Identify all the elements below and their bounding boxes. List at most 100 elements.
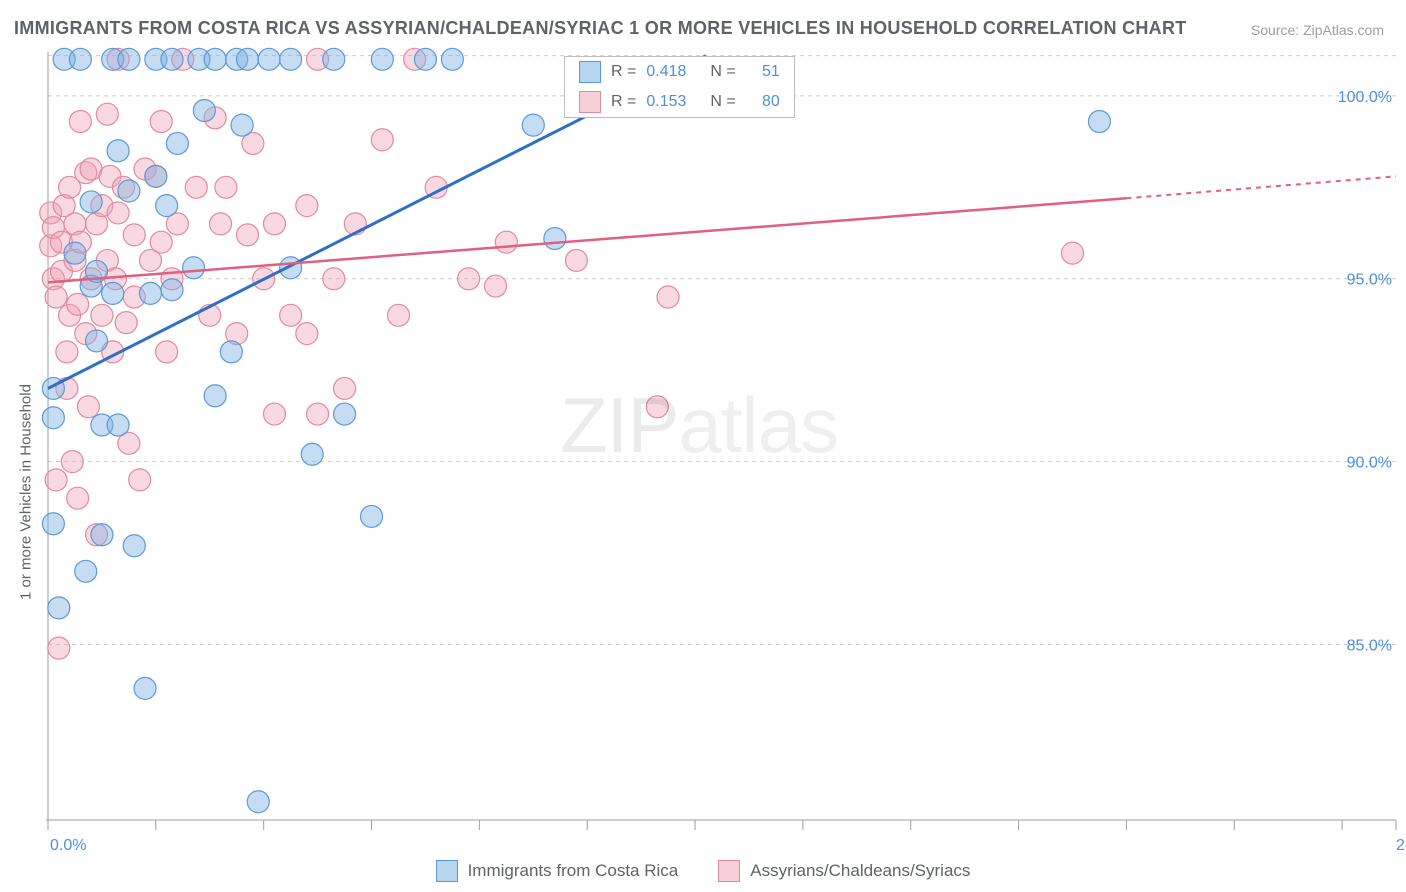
data-point-pink <box>91 304 113 326</box>
data-point-blue <box>323 48 345 70</box>
data-point-blue <box>280 48 302 70</box>
data-point-pink <box>61 451 83 473</box>
chart-area: 1 or more Vehicles in Household 0.0%25.0… <box>0 0 1406 892</box>
stat-r-label: R = <box>611 63 636 81</box>
data-point-blue <box>441 48 463 70</box>
data-point-blue <box>48 597 70 619</box>
legend-item: Immigrants from Costa Rica <box>436 860 679 882</box>
data-point-blue <box>118 180 140 202</box>
data-point-blue <box>204 385 226 407</box>
data-point-pink <box>334 377 356 399</box>
data-point-pink <box>67 487 89 509</box>
data-point-blue <box>247 791 269 813</box>
data-point-pink <box>45 286 67 308</box>
data-point-pink <box>1061 242 1083 264</box>
legend-swatch-pink <box>718 860 740 882</box>
data-point-blue <box>166 132 188 154</box>
stat-r-value: 0.153 <box>646 93 686 111</box>
data-point-blue <box>183 257 205 279</box>
data-point-blue <box>204 48 226 70</box>
y-tick-label: 95.0% <box>1347 272 1392 289</box>
stat-r-value: 0.418 <box>646 63 686 81</box>
data-point-blue <box>134 677 156 699</box>
legend-swatch-pink <box>579 91 601 113</box>
y-tick-label: 85.0% <box>1347 637 1392 654</box>
stat-r-label: R = <box>611 93 636 111</box>
data-point-pink <box>263 403 285 425</box>
data-point-pink <box>77 396 99 418</box>
data-point-blue <box>123 535 145 557</box>
data-point-pink <box>296 195 318 217</box>
data-point-blue <box>91 524 113 546</box>
trendline-pink <box>48 198 1126 282</box>
data-point-blue <box>102 282 124 304</box>
data-point-pink <box>150 231 172 253</box>
data-point-pink <box>657 286 679 308</box>
y-tick-label: 90.0% <box>1347 455 1392 472</box>
data-point-pink <box>150 110 172 132</box>
legend-swatch-blue <box>579 61 601 83</box>
data-point-pink <box>458 268 480 290</box>
stat-n-label: N = <box>710 63 735 81</box>
scatter-plot: 0.0%25.0%85.0%90.0%95.0%100.0% <box>0 0 1406 892</box>
data-point-blue <box>118 48 140 70</box>
data-point-pink <box>115 312 137 334</box>
data-point-pink <box>69 110 91 132</box>
data-point-pink <box>485 275 507 297</box>
data-point-pink <box>129 469 151 491</box>
data-point-blue <box>42 407 64 429</box>
data-point-pink <box>263 213 285 235</box>
legend-label: Assyrians/Chaldeans/Syriacs <box>750 861 970 881</box>
trendline-pink-extrapolated <box>1126 176 1396 198</box>
data-point-pink <box>237 224 259 246</box>
data-point-blue <box>107 414 129 436</box>
data-point-pink <box>185 176 207 198</box>
data-point-blue <box>69 48 91 70</box>
data-point-pink <box>280 304 302 326</box>
data-point-pink <box>565 249 587 271</box>
y-tick-label: 100.0% <box>1338 89 1392 106</box>
data-point-blue <box>107 140 129 162</box>
data-point-blue <box>161 279 183 301</box>
data-point-blue <box>220 341 242 363</box>
data-point-pink <box>56 341 78 363</box>
data-point-blue <box>334 403 356 425</box>
data-point-pink <box>96 103 118 125</box>
stats-legend-row: R =0.418N =51 <box>565 57 794 87</box>
data-point-pink <box>323 268 345 290</box>
data-point-blue <box>139 282 161 304</box>
legend-label: Immigrants from Costa Rica <box>468 861 679 881</box>
data-point-pink <box>107 202 129 224</box>
data-point-pink <box>387 304 409 326</box>
data-point-pink <box>307 403 329 425</box>
data-point-blue <box>1088 110 1110 132</box>
data-point-blue <box>75 560 97 582</box>
data-point-blue <box>42 513 64 535</box>
data-point-blue <box>145 165 167 187</box>
data-point-pink <box>123 224 145 246</box>
data-point-pink <box>646 396 668 418</box>
data-point-blue <box>156 195 178 217</box>
series-legend: Immigrants from Costa Rica Assyrians/Chal… <box>0 860 1406 882</box>
data-point-blue <box>193 100 215 122</box>
data-point-blue <box>161 48 183 70</box>
data-point-pink <box>296 323 318 345</box>
data-point-pink <box>495 231 517 253</box>
stat-n-label: N = <box>710 93 735 111</box>
data-point-blue <box>522 114 544 136</box>
data-point-blue <box>361 505 383 527</box>
data-point-blue <box>64 242 86 264</box>
legend-item: Assyrians/Chaldeans/Syriacs <box>718 860 970 882</box>
data-point-blue <box>544 228 566 250</box>
data-point-pink <box>215 176 237 198</box>
data-point-blue <box>371 48 393 70</box>
data-point-blue <box>301 443 323 465</box>
data-point-blue <box>80 191 102 213</box>
data-point-pink <box>210 213 232 235</box>
data-point-pink <box>371 129 393 151</box>
data-point-pink <box>67 293 89 315</box>
stats-legend-row: R =0.153N =80 <box>565 87 794 117</box>
data-point-blue <box>258 48 280 70</box>
data-point-pink <box>48 637 70 659</box>
data-point-blue <box>280 257 302 279</box>
